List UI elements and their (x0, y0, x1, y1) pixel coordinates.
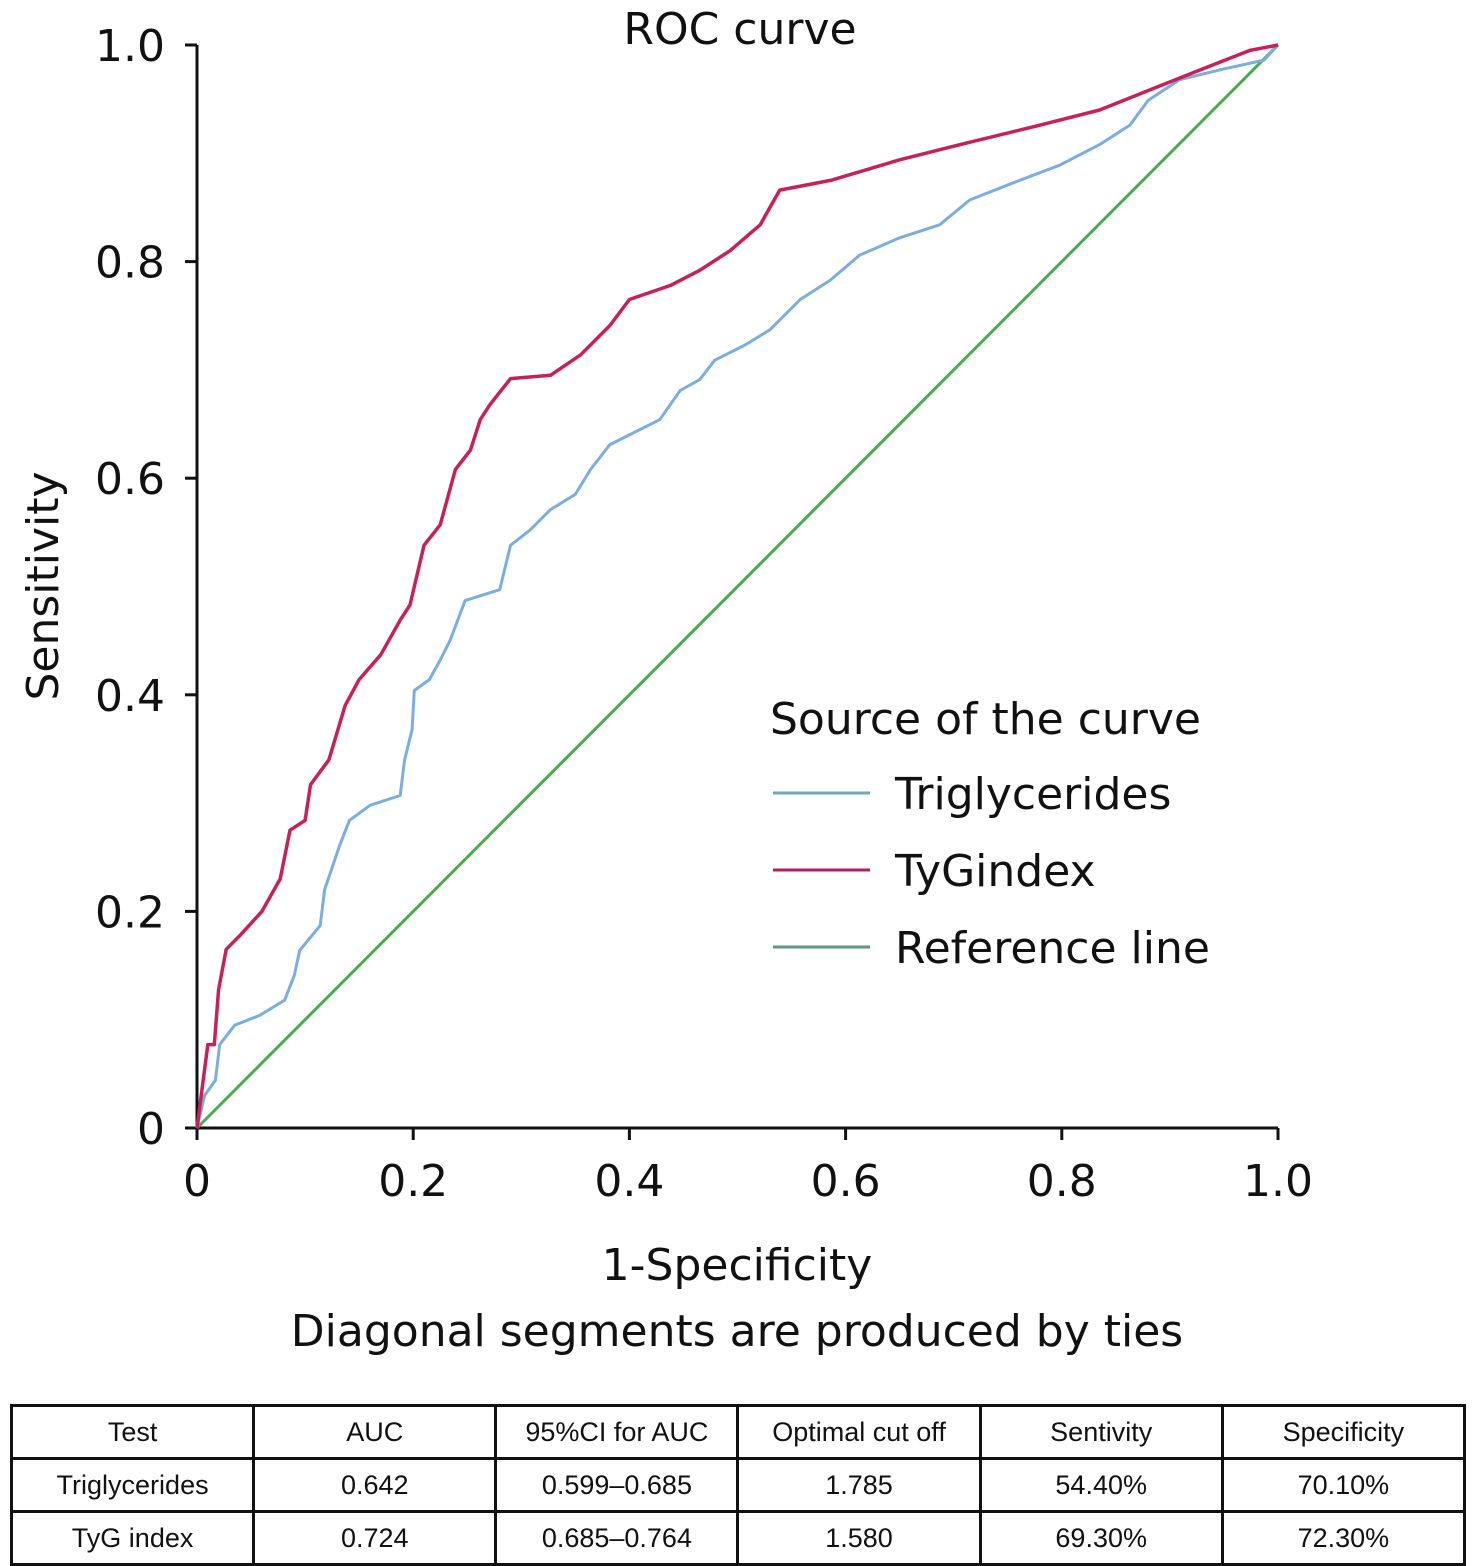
header-cell: Test (9, 1404, 256, 1460)
x-tick-label: 0.6 (811, 1156, 881, 1207)
roc-chart: ROC curve 0 0.2 0.4 0.6 0.8 1.0 0 0.2 0.4 0.6 0.8 1… (18, 4, 1313, 1357)
axes: 0 0.2 0.4 0.6 0.8 1.0 0 0.2 0.4 0.6 0.8 1.0 (95, 21, 1313, 1207)
series-line-tygindex (195, 43, 1279, 1129)
table-cell: 54.40% (978, 1457, 1224, 1513)
legend: Source of the curve Triglycerides TyGinde… (770, 694, 1210, 974)
series-group (195, 43, 1280, 1130)
chart-note: Diagonal segments are produced by ties (291, 1306, 1183, 1357)
header-cell: AUC (252, 1404, 498, 1460)
legend-label: TyGindex (894, 846, 1096, 897)
x-tick-label: 0.2 (378, 1156, 448, 1207)
y-axis-label: Sensitivity (18, 471, 69, 700)
x-tick-label: 0.4 (594, 1156, 664, 1207)
table-cell: 1.785 (736, 1457, 982, 1513)
table-cell: Triglycerides (9, 1457, 256, 1513)
table-row: Triglycerides 0.642 0.599–0.685 1.785 54… (9, 1457, 1467, 1513)
y-tick-label: 1.0 (95, 21, 165, 72)
header-cell: Specificity (1220, 1404, 1467, 1460)
table-header-row: Test AUC 95%CI for AUC Optimal cut off S… (9, 1404, 1467, 1460)
header-cell: Optimal cut off (736, 1404, 982, 1460)
chart-title: ROC curve (623, 4, 856, 55)
legend-label: Triglycerides (894, 769, 1171, 820)
table-row: TyG index 0.724 0.685–0.764 1.580 69.30%… (9, 1510, 1467, 1566)
legend-label: Reference line (895, 923, 1210, 974)
y-tick-label: 0.6 (95, 454, 165, 505)
table-cell: 0.642 (252, 1457, 498, 1513)
series-line-reference-line (195, 43, 1280, 1130)
table-cell: 0.685–0.764 (494, 1510, 740, 1566)
series-line-triglycerides (195, 43, 1280, 1129)
legend-title: Source of the curve (770, 694, 1201, 745)
table-cell: 72.30% (1220, 1510, 1467, 1566)
stats-table: Test AUC 95%CI for AUC Optimal cut off S… (9, 1404, 1467, 1566)
table-cell: 70.10% (1220, 1457, 1467, 1513)
table-cell: TyG index (9, 1510, 256, 1566)
table-cell: 0.724 (252, 1510, 498, 1566)
table-cell: 69.30% (978, 1510, 1224, 1566)
y-tick-label: 0 (137, 1104, 165, 1155)
header-cell: Sentivity (978, 1404, 1224, 1460)
y-tick-label: 0.8 (95, 238, 165, 289)
table-cell: 0.599–0.685 (494, 1457, 740, 1513)
x-tick-label: 0 (183, 1156, 211, 1207)
y-tick-label: 0.4 (95, 671, 165, 722)
header-cell: 95%CI for AUC (494, 1404, 740, 1460)
y-tick-label: 0.2 (95, 887, 165, 938)
x-tick-label: 0.8 (1027, 1156, 1097, 1207)
table-cell: 1.580 (736, 1510, 982, 1566)
x-tick-label: 1.0 (1243, 1156, 1313, 1207)
x-axis-label: 1-Specificity (602, 1240, 873, 1291)
